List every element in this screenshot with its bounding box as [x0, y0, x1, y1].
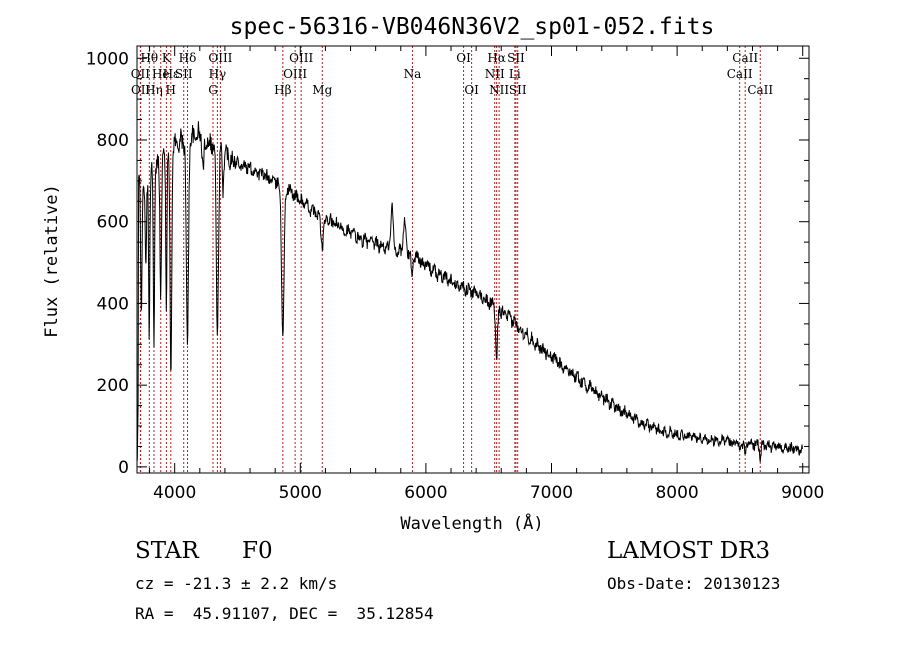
spectral-line-label: NII — [489, 83, 509, 97]
chart-title: spec-56316-VB046N36V2_sp01-052.fits — [230, 14, 715, 40]
spectral-line-markers — [139, 46, 761, 473]
x-tick-label: 8000 — [655, 483, 698, 503]
spectral-line-label: Li — [509, 67, 521, 81]
spectral-line-label: He — [152, 67, 170, 81]
spectral-line-label: Hδ — [179, 51, 197, 65]
spectral-line-label: Hθ — [140, 51, 158, 65]
observation-date: Obs-Date: 20130123 — [607, 574, 781, 593]
spectral-line-label: OIII — [283, 67, 307, 81]
spectral-line-label: Hη — [145, 83, 163, 97]
spectral-line-label: Hα — [487, 51, 506, 65]
y-tick-label: 1000 — [86, 49, 129, 69]
spectral-line-label: Hβ — [274, 83, 291, 97]
coordinates-readout: RA = 45.91107, DEC = 35.12854 — [135, 604, 434, 623]
y-tick-label: 0 — [118, 458, 129, 478]
y-axis-label: Flux (relative) — [42, 184, 62, 338]
spectral-line-label: SII — [509, 83, 527, 97]
y-tick-label: 200 — [97, 376, 129, 396]
spectral-line-label: Mg — [312, 83, 332, 97]
x-tick-label: 9000 — [781, 483, 824, 503]
spectral-line-label: SII — [175, 67, 193, 81]
x-tick-label: 6000 — [404, 483, 447, 503]
x-tick-label: 7000 — [530, 483, 573, 503]
object-subclass: F0 — [242, 538, 273, 564]
y-tick-label: 400 — [97, 294, 129, 314]
spectral-line-label: CaII — [732, 51, 758, 65]
spectral-line-label: Hε — [163, 67, 180, 81]
axis-tick-labels: 4000 5000 6000 7000 8000 9000 0 200 400 600 800 100… — [86, 49, 825, 503]
spectral-line-label: H — [166, 83, 176, 97]
axis-ticks — [137, 46, 809, 473]
object-class: STAR — [135, 538, 199, 564]
spectral-line-label: NII — [485, 67, 505, 81]
spectral-line-label: K — [162, 51, 172, 65]
redshift-readout: cz = -21.3 ± 2.2 km/s — [135, 574, 338, 593]
spectral-line-label: OIII — [208, 51, 232, 65]
plot-frame — [136, 45, 810, 474]
spectral-line-label: OIII — [289, 51, 313, 65]
y-tick-label: 800 — [97, 131, 129, 151]
spectral-line-label: SII — [507, 51, 525, 65]
survey-name: LAMOST DR3 — [607, 538, 771, 564]
x-tick-label: 5000 — [279, 483, 322, 503]
y-tick-label: 600 — [97, 213, 129, 233]
spectrum-line — [136, 121, 803, 463]
spectral-line-label: CaII — [747, 83, 773, 97]
x-tick-label: 4000 — [153, 483, 196, 503]
spectral-line-label: Hγ — [209, 67, 227, 81]
spectral-line-label: OI — [464, 83, 479, 97]
x-axis-label: Wavelength (Å) — [400, 512, 543, 534]
spectral-line-label: OII — [131, 83, 151, 97]
spectral-line-label: G — [208, 83, 218, 97]
spectral-line-label: OI — [456, 51, 471, 65]
spectral-line-label: CaII — [727, 67, 753, 81]
spectral-line-label: Na — [404, 67, 422, 81]
spectral-line-label: OII — [131, 67, 151, 81]
